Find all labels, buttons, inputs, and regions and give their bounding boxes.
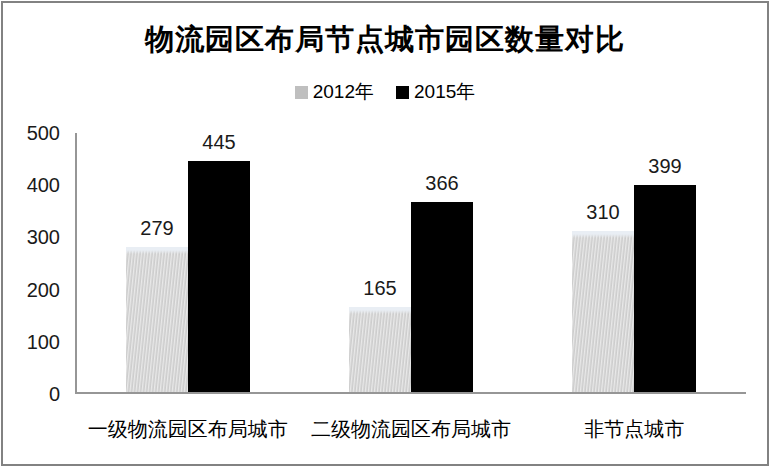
bar-value-label: 366 bbox=[382, 172, 502, 194]
bar-2012年-非节点城市 bbox=[572, 231, 634, 392]
y-axis-tick-label: 300 bbox=[0, 227, 60, 247]
bar-value-label: 399 bbox=[605, 155, 725, 177]
chart-title: 物流园区布局节点城市园区数量对比 bbox=[0, 22, 770, 56]
legend-swatch-icon bbox=[295, 86, 308, 99]
y-axis-tick-label: 500 bbox=[0, 123, 60, 143]
bar-2015年-非节点城市 bbox=[634, 185, 696, 392]
x-axis-category-label: 一级物流园区布局城市 bbox=[68, 416, 308, 442]
chart-legend: 2012年 2015年 bbox=[0, 80, 770, 104]
bar-2015年-一级物流园区布局城市 bbox=[188, 161, 250, 392]
legend-label: 2012年 bbox=[313, 80, 374, 104]
y-axis-tick-label: 400 bbox=[0, 175, 60, 195]
plot-area: 279445165366310399 bbox=[76, 133, 746, 392]
bar-value-label: 445 bbox=[159, 131, 279, 153]
legend-swatch-icon bbox=[396, 86, 409, 99]
bar-2012年-一级物流园区布局城市 bbox=[126, 247, 188, 392]
x-axis-line bbox=[75, 392, 746, 394]
y-axis-tick-label: 0 bbox=[0, 384, 60, 404]
legend-item-2015: 2015年 bbox=[396, 80, 475, 104]
y-axis-tick-label: 100 bbox=[0, 332, 60, 352]
y-axis-tick-label: 200 bbox=[0, 280, 60, 300]
chart-canvas: 物流园区布局节点城市园区数量对比 2012年 2015年 0 100 200 300 40… bbox=[0, 0, 770, 467]
legend-item-2012: 2012年 bbox=[295, 80, 374, 104]
x-axis-category-label: 非节点城市 bbox=[514, 416, 754, 442]
x-axis-category-label: 二级物流园区布局城市 bbox=[291, 416, 531, 442]
bar-2015年-二级物流园区布局城市 bbox=[411, 202, 473, 392]
bar-2012年-二级物流园区布局城市 bbox=[349, 307, 411, 392]
legend-label: 2015年 bbox=[414, 80, 475, 104]
